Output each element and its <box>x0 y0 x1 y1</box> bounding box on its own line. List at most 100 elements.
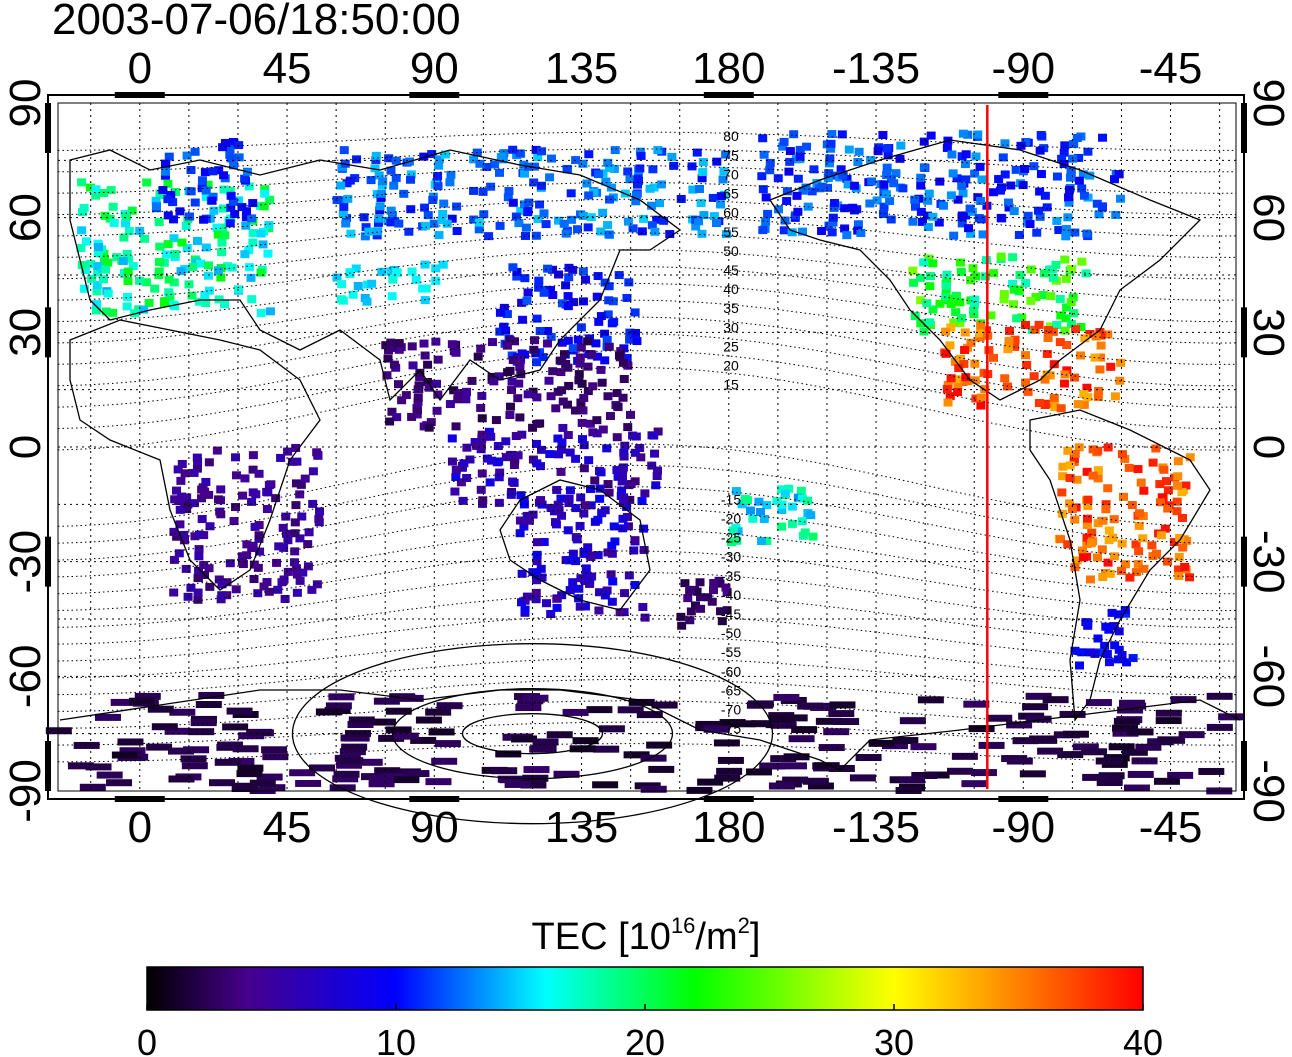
tec-data-point <box>603 480 613 489</box>
tec-data-point <box>537 500 547 509</box>
tec-data-point <box>121 212 131 221</box>
tec-data-point <box>415 716 442 724</box>
tec-data-point <box>637 227 647 236</box>
tec-data-point <box>593 745 620 753</box>
tec-data-point <box>548 265 558 274</box>
right-lat-tick-label: 0 <box>1244 435 1292 459</box>
tec-data-point <box>1036 170 1046 179</box>
tec-data-point <box>300 474 310 483</box>
tec-data-point <box>895 786 922 794</box>
tec-data-point <box>1071 325 1081 334</box>
tec-data-point <box>545 450 555 459</box>
tec-data-point <box>96 771 123 779</box>
tec-data-point <box>624 278 634 287</box>
tec-data-point <box>731 487 741 496</box>
tec-data-point <box>108 202 118 211</box>
tec-data-point <box>592 416 602 425</box>
tec-data-point <box>154 218 164 227</box>
tec-data-point <box>1095 365 1105 374</box>
tec-data-point <box>262 505 272 514</box>
tec-data-point <box>590 517 600 526</box>
tec-data-point <box>264 221 274 230</box>
tec-data-point <box>1058 462 1068 471</box>
tec-data-point <box>356 758 383 766</box>
tec-data-point <box>881 190 891 199</box>
top-lon-tick-label: -90 <box>992 44 1056 93</box>
tec-data-point <box>139 305 149 314</box>
tec-data-point <box>176 267 186 276</box>
tec-data-point <box>683 594 693 603</box>
tec-data-point <box>1059 710 1086 718</box>
tec-data-point <box>696 604 706 613</box>
tec-data-point <box>328 693 355 701</box>
tec-data-point <box>424 383 434 392</box>
tec-data-point <box>282 529 292 538</box>
tec-data-point <box>451 473 461 482</box>
tec-data-point <box>1117 650 1127 659</box>
left-lat-tick-label: 60 <box>1 193 50 242</box>
tec-data-point <box>386 218 396 227</box>
tec-data-point <box>717 756 744 764</box>
tec-data-point <box>482 162 492 171</box>
tec-data-point <box>800 528 810 537</box>
tec-data-point <box>507 386 517 395</box>
tec-data-point <box>1098 516 1108 525</box>
tec-data-point <box>961 373 971 382</box>
top-lon-tick-label: 45 <box>263 44 312 93</box>
tec-data-point <box>697 778 724 786</box>
tec-data-point <box>1051 260 1061 269</box>
tec-data-point <box>707 597 717 606</box>
tec-data-point <box>624 571 634 580</box>
tec-data-point <box>92 300 102 309</box>
tec-data-point <box>777 500 787 509</box>
tec-data-point <box>1185 453 1195 462</box>
tec-data-point <box>333 770 360 778</box>
tec-data-point <box>276 453 286 462</box>
tec-data-point <box>686 607 696 616</box>
tec-data-point <box>588 382 598 391</box>
tec-data-point <box>339 748 366 756</box>
tec-data-point <box>746 506 756 515</box>
contour-label: -20 <box>721 510 741 526</box>
tec-data-point <box>1139 486 1149 495</box>
tec-data-point <box>461 387 471 396</box>
tec-data-point <box>283 447 293 456</box>
tec-data-point <box>1122 658 1132 667</box>
tec-data-point <box>553 770 580 778</box>
tec-data-point <box>376 189 386 198</box>
tec-data-point <box>382 371 392 380</box>
tec-data-point <box>219 171 229 180</box>
tec-data-point <box>605 195 615 204</box>
tec-data-point <box>362 297 372 306</box>
tec-data-point <box>928 212 938 221</box>
tec-data-point <box>600 591 610 600</box>
tec-data-point <box>290 547 300 556</box>
tec-data-point <box>177 459 187 468</box>
tec-data-point <box>495 327 505 336</box>
tec-data-point <box>759 762 786 770</box>
tec-data-point <box>524 198 534 207</box>
tec-data-point <box>654 199 664 208</box>
tec-data-point <box>91 191 101 200</box>
tec-data-point <box>375 202 385 211</box>
tec-data-point <box>1127 770 1154 778</box>
tec-data-point <box>219 185 229 194</box>
tec-data-point <box>256 268 266 277</box>
left-lat-tick-label: -60 <box>1 645 50 709</box>
tec-data-point <box>1045 371 1055 380</box>
tec-data-point <box>703 593 713 602</box>
tec-data-point <box>92 281 102 290</box>
tec-data-point <box>431 276 441 285</box>
contour-line <box>57 366 1237 451</box>
frame-tick-bottom <box>998 796 1049 802</box>
tec-data-point <box>1074 153 1084 162</box>
tec-data-point <box>957 314 967 323</box>
tec-data-point <box>966 229 976 238</box>
tec-data-point <box>517 430 527 439</box>
tec-data-point <box>383 354 393 363</box>
tec-data-point <box>726 538 736 547</box>
tec-data-point <box>1106 362 1116 371</box>
tec-data-point <box>883 151 893 160</box>
tec-data-point <box>447 434 457 443</box>
tec-data-point <box>1006 721 1033 729</box>
